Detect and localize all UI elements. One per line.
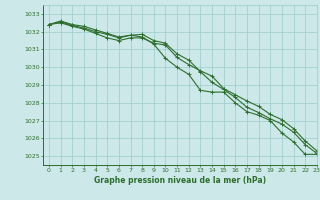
X-axis label: Graphe pression niveau de la mer (hPa): Graphe pression niveau de la mer (hPa): [94, 176, 266, 185]
